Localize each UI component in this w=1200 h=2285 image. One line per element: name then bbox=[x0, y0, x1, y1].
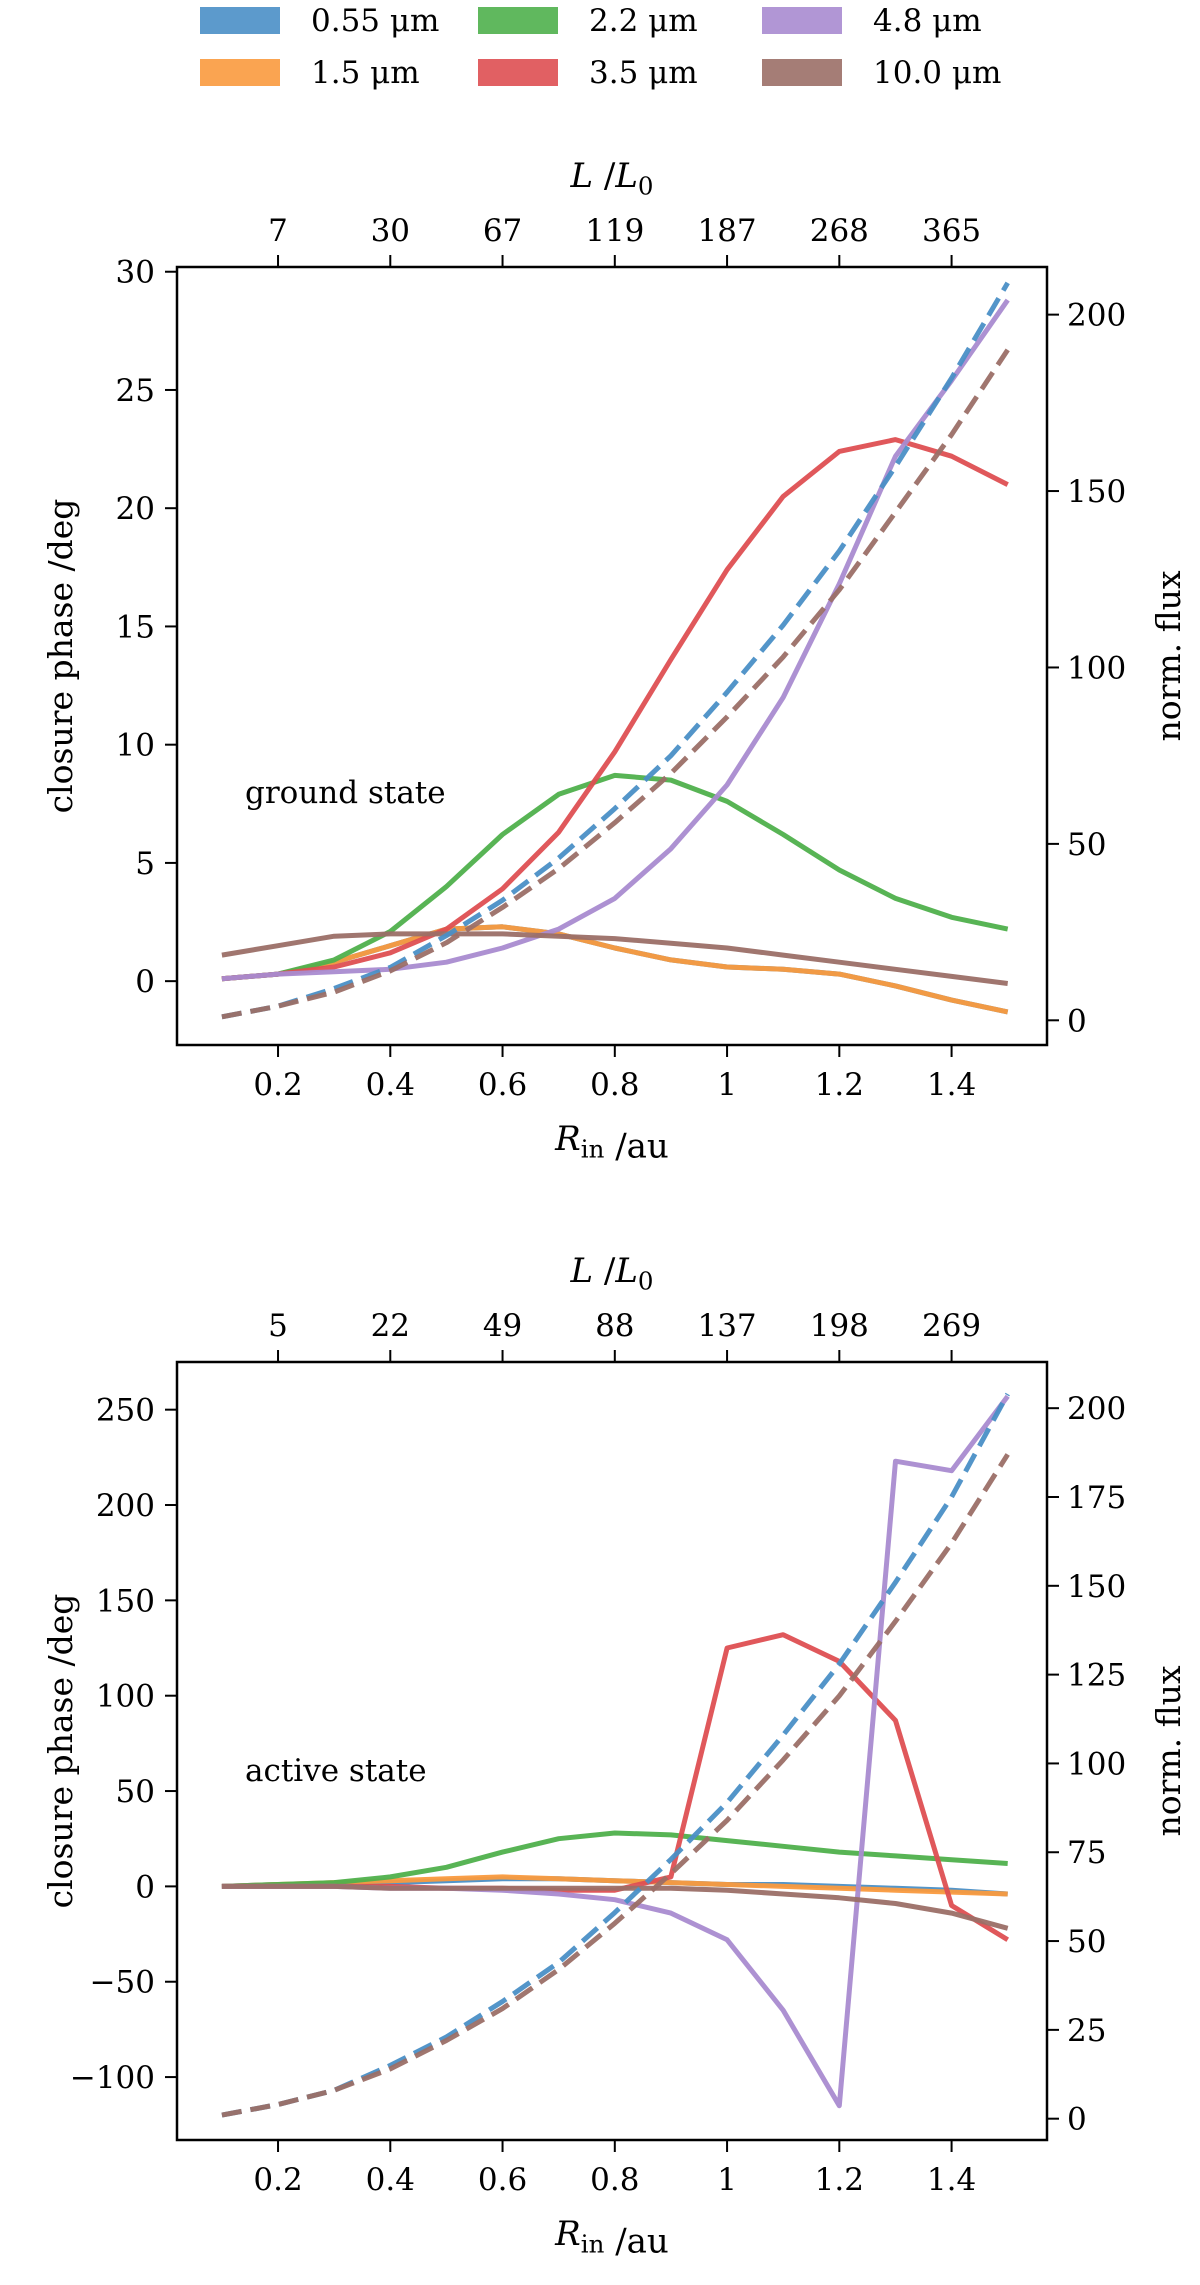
x-tick-label-2: 0.6 bbox=[478, 1067, 527, 1103]
x-tick-label-0: 0.2 bbox=[253, 1067, 302, 1103]
x-tick-label-3: 0.8 bbox=[590, 2162, 639, 2198]
legend-swatch-3 bbox=[478, 59, 558, 86]
x-tick-label-6: 1.4 bbox=[927, 2162, 976, 2198]
x-tick-label-4: 1 bbox=[717, 1067, 737, 1103]
series-group bbox=[221, 281, 1010, 1020]
x-tick-label-1: 0.4 bbox=[366, 2162, 415, 2198]
series-line-7 bbox=[221, 348, 1010, 1020]
top-tick-label-0: 7 bbox=[268, 213, 288, 249]
y-tick-label-5: 25 bbox=[116, 373, 155, 409]
top-tick-label-6: 269 bbox=[922, 1308, 981, 1344]
y-tick-label-3: 50 bbox=[116, 1774, 155, 1810]
x-tick-label-1: 0.4 bbox=[366, 1067, 415, 1103]
y2-tick-label-2: 100 bbox=[1067, 650, 1126, 686]
y-tick-label-6: 200 bbox=[96, 1488, 155, 1524]
plot-frame bbox=[175, 1360, 1049, 2142]
legend-label-0: 0.55 μm bbox=[311, 3, 439, 39]
y2-tick-label-4: 100 bbox=[1067, 1746, 1126, 1782]
top-tick-label-6: 365 bbox=[922, 213, 981, 249]
top-axis-label: L /L0 bbox=[569, 1251, 653, 1295]
legend-label-2: 2.2 μm bbox=[589, 3, 698, 39]
y2-tick-label-2: 50 bbox=[1067, 1924, 1106, 1960]
top-tick-label-2: 67 bbox=[483, 213, 522, 249]
y2-tick-label-3: 75 bbox=[1067, 1835, 1106, 1871]
top-tick-label-3: 88 bbox=[595, 1308, 634, 1344]
legend-label-3: 3.5 μm bbox=[589, 55, 698, 91]
legend-swatch-5 bbox=[762, 59, 842, 86]
legend-swatch-0 bbox=[200, 7, 280, 34]
y2-tick-label-1: 25 bbox=[1067, 2013, 1106, 2049]
top-tick-label-1: 22 bbox=[371, 1308, 410, 1344]
y-tick-label-0: 0 bbox=[135, 964, 155, 1000]
y2-tick-label-3: 150 bbox=[1067, 474, 1126, 510]
series-line-4 bbox=[221, 1394, 1010, 2109]
legend-swatch-2 bbox=[478, 7, 558, 34]
legend-label-4: 4.8 μm bbox=[873, 3, 982, 39]
x-axis-label: Rin /au bbox=[554, 2214, 669, 2261]
top-tick-label-0: 5 bbox=[268, 1308, 288, 1344]
y2-tick-label-4: 200 bbox=[1067, 298, 1126, 334]
y-tick-label-3: 15 bbox=[116, 609, 155, 645]
x-tick-label-5: 1.2 bbox=[815, 2162, 864, 2198]
series-line-1 bbox=[221, 924, 1009, 1015]
legend: 0.55 μm 1.5 μm 2.2 μm 3.5 μm 4.8 μm 10.0 μm bbox=[200, 3, 1001, 91]
legend-swatch-4 bbox=[762, 7, 842, 34]
series-line-5 bbox=[221, 931, 1009, 986]
y-tick-label-6: 30 bbox=[116, 255, 155, 291]
top-tick-label-4: 137 bbox=[697, 1308, 756, 1344]
series-line-6 bbox=[221, 281, 1010, 1020]
y2-axis-label: norm. flux bbox=[1149, 570, 1188, 741]
y-tick-label-0: −100 bbox=[70, 2060, 155, 2096]
y2-tick-label-8: 200 bbox=[1067, 1391, 1126, 1427]
top-axis-label: L /L0 bbox=[569, 156, 653, 200]
series-line-7 bbox=[221, 1453, 1010, 2118]
series-line-5 bbox=[221, 1883, 1009, 1931]
y2-tick-label-0: 0 bbox=[1067, 1003, 1087, 1039]
y-axis-label: closure phase /deg bbox=[41, 1594, 80, 1909]
top-tick-label-4: 187 bbox=[697, 213, 756, 249]
state-annotation: ground state bbox=[245, 775, 446, 811]
y-axis-label: closure phase /deg bbox=[41, 499, 80, 814]
series-line-3 bbox=[221, 437, 1009, 982]
legend-swatch-1 bbox=[200, 59, 280, 86]
top-tick-label-2: 49 bbox=[483, 1308, 522, 1344]
y-tick-label-7: 250 bbox=[96, 1393, 155, 1429]
y-tick-label-2: 0 bbox=[135, 1869, 155, 1905]
x-tick-label-4: 1 bbox=[717, 2162, 737, 2198]
y-tick-label-2: 10 bbox=[116, 728, 155, 764]
y-tick-label-1: −50 bbox=[90, 1965, 155, 2001]
y2-tick-label-0: 0 bbox=[1067, 2102, 1087, 2138]
x-tick-label-3: 0.8 bbox=[590, 1067, 639, 1103]
series-line-4 bbox=[221, 298, 1010, 982]
legend-label-5: 10.0 μm bbox=[873, 55, 1001, 91]
state-annotation: active state bbox=[245, 1753, 427, 1789]
y2-tick-label-7: 175 bbox=[1067, 1480, 1126, 1516]
active-state-panel: 0.2 0.4 0.6 0.8 1 1.2 1.4 5 22 49 88 137 198 269 −100 −… bbox=[41, 1251, 1188, 2261]
x-axis-label: Rin /au bbox=[554, 1119, 669, 1166]
top-tick-label-3: 119 bbox=[585, 213, 644, 249]
top-tick-label-5: 268 bbox=[810, 213, 869, 249]
x-tick-label-0: 0.2 bbox=[253, 2162, 302, 2198]
y2-axis-label: norm. flux bbox=[1149, 1665, 1188, 1836]
x-tick-label-6: 1.4 bbox=[927, 1067, 976, 1103]
y2-tick-label-5: 125 bbox=[1067, 1658, 1126, 1694]
y2-tick-label-1: 50 bbox=[1067, 827, 1106, 863]
legend-label-1: 1.5 μm bbox=[311, 55, 420, 91]
ground-state-panel: 0.2 0.4 0.6 0.8 1 1.2 1.4 7 30 67 119 187 268 365 0 5 10… bbox=[41, 156, 1188, 1166]
series-line-2 bbox=[221, 1830, 1008, 1889]
x-tick-label-2: 0.6 bbox=[478, 2162, 527, 2198]
plot-frame bbox=[175, 265, 1049, 1047]
y-tick-label-4: 20 bbox=[116, 491, 155, 527]
x-tick-label-5: 1.2 bbox=[815, 1067, 864, 1103]
y2-tick-label-6: 150 bbox=[1067, 1569, 1126, 1605]
y-tick-label-1: 5 bbox=[135, 846, 155, 882]
series-group bbox=[221, 1392, 1010, 2118]
y-tick-label-4: 100 bbox=[96, 1679, 155, 1715]
top-tick-label-5: 198 bbox=[810, 1308, 869, 1344]
y-tick-label-5: 150 bbox=[96, 1583, 155, 1619]
series-line-2 bbox=[221, 772, 1009, 982]
top-tick-label-1: 30 bbox=[371, 213, 410, 249]
